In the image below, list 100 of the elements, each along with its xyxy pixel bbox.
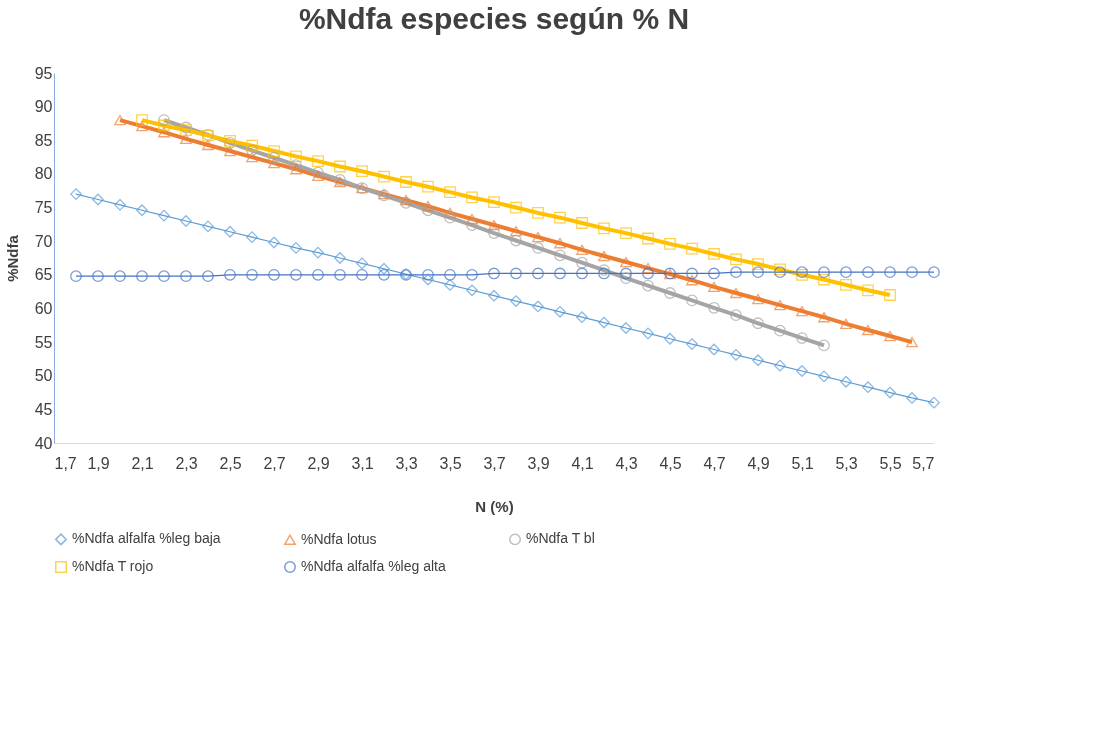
point (686, 338, 698, 350)
point (620, 267, 632, 280)
point (466, 213, 478, 225)
point (840, 266, 852, 279)
y-tick-label: 70 (34, 232, 53, 250)
point (268, 236, 280, 249)
point (752, 354, 764, 367)
point (752, 317, 764, 330)
point (312, 166, 324, 179)
x-tick-label: 2,5 (219, 454, 242, 472)
point (730, 348, 742, 361)
point (840, 318, 852, 330)
x-tick-label: 1,9 (87, 454, 110, 472)
point (466, 219, 478, 231)
point (510, 225, 522, 237)
point (488, 196, 500, 209)
point (92, 193, 104, 206)
point (510, 295, 522, 307)
x-tick-label: 3,7 (483, 454, 506, 472)
point (906, 266, 918, 279)
point (92, 270, 104, 283)
point (884, 289, 896, 301)
point (466, 191, 478, 204)
y-axis-title: %Ndfa (3, 234, 21, 282)
point (752, 258, 764, 270)
point (576, 267, 588, 280)
point (312, 268, 324, 281)
point (730, 287, 742, 299)
point (444, 279, 456, 291)
point (862, 324, 874, 336)
point (686, 267, 698, 280)
point (664, 237, 676, 250)
point (532, 267, 544, 280)
x-tick-label: 3,5 (439, 454, 462, 472)
y-tick-label: 95 (34, 64, 53, 82)
point (906, 336, 918, 348)
y-tick-label: 40 (34, 434, 53, 452)
point (576, 256, 588, 269)
point (774, 324, 786, 337)
point (576, 217, 588, 229)
point (202, 270, 214, 283)
point (708, 248, 720, 260)
point (862, 381, 874, 394)
point (422, 273, 434, 286)
legend-label: %Ndfa T rojo (72, 558, 154, 574)
point (708, 343, 720, 356)
point (796, 305, 808, 317)
point (158, 119, 170, 132)
point (268, 268, 280, 281)
point (730, 266, 742, 279)
point (598, 316, 610, 329)
point (818, 266, 830, 279)
point (268, 157, 280, 169)
x-tick-label: 5,7 (912, 454, 935, 472)
point (202, 139, 214, 151)
point (928, 266, 940, 279)
point (136, 120, 148, 132)
point (818, 339, 830, 352)
point (576, 311, 588, 324)
point (620, 227, 632, 239)
point (334, 268, 346, 281)
point (202, 220, 214, 233)
point (312, 246, 324, 259)
point (488, 227, 500, 239)
point (290, 268, 302, 281)
point (796, 332, 808, 344)
point (312, 170, 324, 182)
point (598, 264, 610, 276)
point (664, 332, 676, 345)
point (158, 270, 170, 283)
point (312, 155, 324, 168)
point (730, 253, 742, 266)
point (422, 268, 434, 281)
point (774, 359, 786, 372)
x-tick-label: 4,9 (747, 454, 770, 472)
x-tick-label: 5,3 (835, 454, 858, 472)
point (246, 151, 258, 163)
y-tick-label: 45 (34, 400, 53, 418)
point (334, 160, 346, 173)
point (818, 370, 830, 383)
point (70, 270, 82, 283)
point (554, 305, 566, 318)
chart-title: %Ndfa especies según % N (298, 2, 690, 35)
point (862, 266, 874, 279)
x-tick-label: 5,1 (791, 454, 814, 472)
x-tick-label: 3,3 (395, 454, 418, 472)
point (840, 279, 852, 291)
x-tick-label: 3,9 (527, 454, 550, 472)
point (664, 287, 676, 299)
x-tick-label: 4,1 (571, 454, 594, 472)
point (400, 176, 412, 188)
point (752, 266, 764, 279)
point (642, 262, 654, 274)
y-tick-label: 65 (34, 266, 53, 284)
point (290, 242, 302, 254)
point (114, 270, 126, 283)
point (532, 242, 544, 254)
point (378, 262, 390, 275)
point (774, 299, 786, 311)
point (620, 272, 632, 285)
